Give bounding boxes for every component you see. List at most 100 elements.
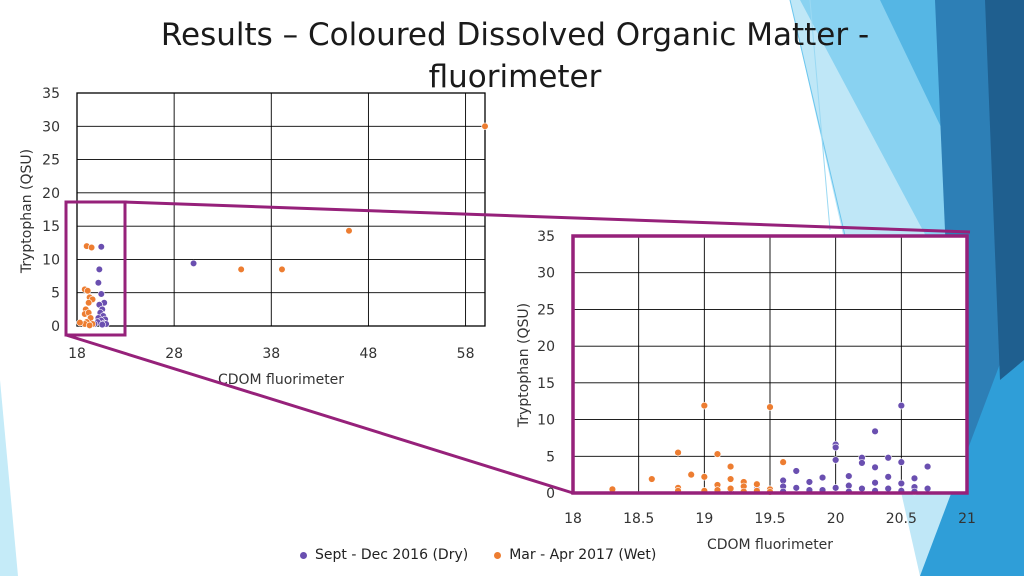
x-tick-label: 48: [360, 346, 378, 362]
zoom-x-axis-label: CDOM fluorimeter: [707, 537, 833, 553]
point-wet: [87, 243, 96, 252]
zoom-target-frame: [571, 234, 969, 495]
legend-label-wet: Mar - Apr 2017 (Wet): [509, 547, 657, 563]
point-dry: [792, 467, 800, 475]
y-tick-label: 20: [42, 186, 60, 202]
chart-legend: Sept - Dec 2016 (Dry) Mar - Apr 2017 (We…: [300, 547, 656, 563]
legend-item-wet: Mar - Apr 2017 (Wet): [494, 547, 656, 563]
zoom-y-axis-label: Tryptophan (QSU): [516, 303, 532, 428]
point-wet: [726, 462, 735, 471]
point-dry: [858, 459, 866, 467]
point-dry: [818, 473, 827, 482]
x-tick-label: 38: [262, 346, 280, 362]
overview-tick-labels: 0 5 10 15 20 25 30 35 18 28 38 48 58: [42, 86, 474, 362]
point-wet: [700, 401, 709, 410]
y-tick-label: 30: [42, 119, 60, 135]
point-dry: [884, 473, 892, 481]
slide-title: Results – Coloured Dissolved Organic Mat…: [160, 17, 870, 95]
point-dry: [884, 454, 892, 462]
point-wet: [674, 448, 682, 457]
point-dry: [95, 265, 103, 274]
x-tick-label: 28: [165, 346, 183, 362]
legend-label-dry: Sept - Dec 2016 (Dry): [315, 547, 469, 563]
point-wet: [779, 458, 787, 466]
y-tick-label: 30: [537, 266, 555, 282]
point-dry: [805, 478, 814, 486]
point-dry: [897, 401, 906, 410]
decor-bottom-triangle: [920, 300, 1024, 576]
x-tick-label: 20.5: [886, 511, 917, 527]
point-wet: [713, 450, 722, 458]
point-dry: [884, 484, 892, 493]
decor-darker-accent: [985, 0, 1024, 380]
y-tick-label: 15: [42, 219, 60, 235]
point-wet: [84, 287, 92, 295]
x-tick-label: 18.5: [623, 511, 654, 527]
zoom-connector-top: [124, 200, 971, 234]
point-dry: [189, 259, 198, 268]
point-dry: [97, 290, 105, 298]
y-tick-label: 35: [537, 229, 555, 245]
point-dry: [831, 456, 840, 464]
point-dry: [94, 279, 102, 287]
point-wet: [726, 475, 735, 483]
point-dry: [923, 462, 932, 471]
overview-chart: 0 5 10 15 20 25 30 35 18 28 38 48 58 CDOM fluorimete…: [19, 86, 489, 388]
y-tick-label: 35: [42, 86, 60, 102]
x-tick-label: 58: [457, 346, 475, 362]
point-dry: [97, 243, 105, 251]
overview-x-axis-label: CDOM fluorimeter: [218, 372, 344, 388]
point-dry: [897, 458, 906, 466]
point-dry: [897, 479, 906, 488]
zoom-chart: 0 5 10 15 20 25 30 35 18 18.5 19 19.5 20 20.5 21 CDOM …: [516, 229, 976, 553]
point-dry: [792, 484, 800, 492]
point-wet: [687, 470, 695, 479]
point-wet: [766, 403, 774, 411]
point-dry: [831, 443, 840, 452]
point-dry: [98, 321, 106, 329]
point-dry: [871, 463, 879, 471]
overview-data-points: [76, 122, 489, 329]
zoom-callout: [64, 200, 971, 495]
y-tick-label: 20: [537, 339, 555, 355]
legend-marker-wet: [494, 551, 502, 559]
point-wet: [237, 265, 245, 274]
legend-item-dry: Sept - Dec 2016 (Dry): [300, 547, 468, 563]
y-tick-label: 10: [537, 413, 555, 429]
point-wet: [86, 321, 94, 329]
decor-left-sliver: [0, 380, 18, 576]
y-tick-label: 5: [51, 286, 60, 302]
y-tick-label: 5: [546, 449, 555, 465]
point-dry: [923, 484, 932, 493]
decor-thin-line-2: [809, 0, 831, 231]
x-tick-label: 19.5: [754, 511, 785, 527]
point-dry: [871, 427, 879, 436]
point-dry: [858, 484, 866, 493]
y-tick-label: 0: [51, 319, 60, 335]
point-dry: [845, 472, 853, 480]
overview-plot-frame: [76, 92, 486, 327]
x-tick-label: 20: [827, 511, 845, 527]
zoom-source-box: [64, 200, 127, 337]
y-tick-label: 10: [42, 252, 60, 268]
point-wet: [76, 319, 84, 327]
point-wet: [700, 473, 709, 481]
y-tick-label: 25: [42, 153, 60, 169]
point-wet: [278, 265, 286, 274]
point-wet: [753, 480, 761, 488]
point-dry: [871, 479, 879, 487]
legend-marker-dry: [300, 551, 307, 559]
y-tick-label: 0: [546, 486, 555, 502]
zoom-connector-bottom: [65, 333, 574, 495]
x-tick-label: 18: [564, 511, 582, 527]
x-tick-label: 19: [695, 511, 713, 527]
zoom-tick-labels: 0 5 10 15 20 25 30 35 18 18.5 19 19.5 20 20.5 21: [537, 229, 976, 527]
point-dry: [831, 484, 840, 492]
overview-gridlines: [76, 92, 485, 327]
x-tick-label: 21: [958, 511, 976, 527]
point-wet: [345, 227, 353, 235]
y-tick-label: 25: [537, 302, 555, 318]
point-dry: [910, 474, 919, 483]
point-wet: [481, 122, 489, 130]
